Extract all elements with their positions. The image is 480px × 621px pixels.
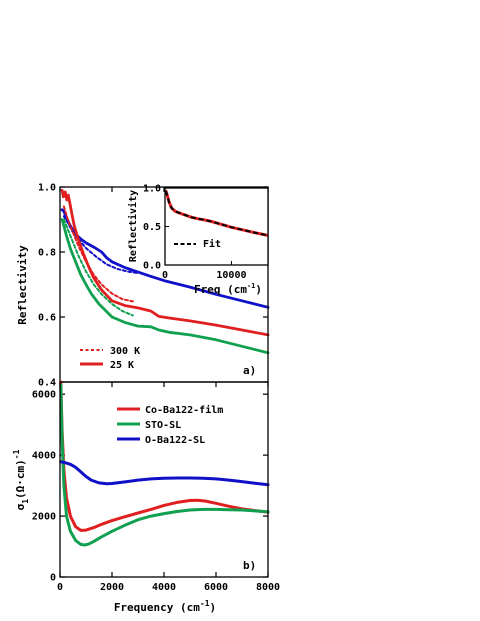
inset: 0.0 0.5 1.0 0 10000 Reflectivity Freq (cm-1)… xyxy=(127,184,269,296)
inset-ytick-label-1: 0.5 xyxy=(143,222,161,233)
panel-a-ytick-label-2: 0.8 xyxy=(38,248,56,259)
panel-b-ytick-label-0: 0 xyxy=(50,573,56,584)
inset-legend-fit-label: Fit xyxy=(203,238,221,250)
panel-b-legend: Co-Ba122-film STO-SL O-Ba122-SL xyxy=(117,404,223,446)
inset-ytick-label-0: 0.0 xyxy=(143,261,161,272)
panel-b-ylabel-main: σ xyxy=(14,503,27,510)
panel-b-ytick-label-2: 4000 xyxy=(32,451,56,462)
legend-300k-label: 300 K xyxy=(110,346,140,357)
panel-b-ylabel-sub: 1 xyxy=(21,499,30,504)
panel-b-xlabel-sup: -1 xyxy=(200,599,210,608)
panel-b-label: b) xyxy=(243,559,256,572)
panel-b-xtick-label-3: 6000 xyxy=(204,582,228,593)
panel-b-xtick-label-0: 0 xyxy=(57,582,63,593)
panel-b-ylabel-exp: -1 xyxy=(12,449,21,459)
panel-b-xlabel-close: ) xyxy=(210,601,217,614)
panel-b-xtick-label-2: 4000 xyxy=(152,582,176,593)
panel-b-frame xyxy=(59,381,269,578)
panel-b-xtick-label-1: 2000 xyxy=(100,582,124,593)
panel-a-ytick-label-0: 0.4 xyxy=(38,378,56,389)
panel-a-label: a) xyxy=(243,364,256,377)
legend-co-ba122-label: Co-Ba122-film xyxy=(145,404,223,416)
panel-b-ytick-label-1: 2000 xyxy=(32,512,56,523)
inset-ytick-label-2: 1.0 xyxy=(143,184,161,195)
panel-b-series-1 xyxy=(59,383,270,547)
panel-b-ylabel: σ1(Ω·cm)-1 xyxy=(12,449,30,510)
panel-b: 0 2000 4000 6000 0 2000 4000 6000 8000 b) σ1(Ω·c… xyxy=(12,380,280,614)
panel-a: 0.4 0.6 0.8 1.0 Reflectivity a) 300 K 25 K xyxy=(16,183,270,389)
inset-xtick-label-0: 0 xyxy=(162,270,168,281)
panel-a-series-4 xyxy=(60,218,270,355)
inset-frame xyxy=(164,187,269,266)
panel-a-series-3 xyxy=(62,205,134,303)
panel-b-ylabel-unit: (Ω·cm) xyxy=(14,459,27,499)
panel-a-ytick-label-1: 0.6 xyxy=(38,313,56,324)
panel-b-xtick-label-4: 8000 xyxy=(256,582,280,593)
inset-xlabel-close: ) xyxy=(255,283,262,296)
legend-sto-sl-label: STO-SL xyxy=(145,420,181,431)
panel-b-series-0 xyxy=(59,380,270,532)
inset-ylabel: Reflectivity xyxy=(127,190,139,262)
legend-o-ba122-label: O-Ba122-SL xyxy=(145,435,205,446)
inset-xlabel-text: Freq (cm xyxy=(194,283,247,296)
legend-25k-label: 25 K xyxy=(110,360,134,371)
panel-b-xlabel-text: Frequency (cm xyxy=(114,601,200,614)
panel-a-ylabel: Reflectivity xyxy=(16,245,29,325)
panel-a-ytick-label-3: 1.0 xyxy=(38,183,56,194)
panel-a-series-5 xyxy=(62,218,134,317)
panel-b-ytick-label-3: 6000 xyxy=(32,390,56,401)
panel-a-legend: 300 K 25 K xyxy=(80,346,140,371)
inset-xtick-label-1: 10000 xyxy=(216,270,246,281)
inset-legend: Fit xyxy=(174,238,221,250)
panel-b-xlabel: Frequency (cm-1) xyxy=(114,599,216,614)
panel-a-series-2 xyxy=(60,188,270,337)
inset-background xyxy=(165,188,268,265)
inset-xlabel: Freq (cm-1) xyxy=(194,282,262,296)
inset-xlabel-sup: -1 xyxy=(247,282,255,290)
inset-series-1 xyxy=(164,190,269,237)
panel-b-series-2 xyxy=(59,460,270,487)
